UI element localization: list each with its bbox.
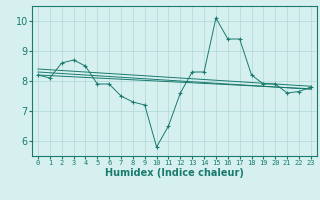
X-axis label: Humidex (Indice chaleur): Humidex (Indice chaleur)	[105, 168, 244, 178]
